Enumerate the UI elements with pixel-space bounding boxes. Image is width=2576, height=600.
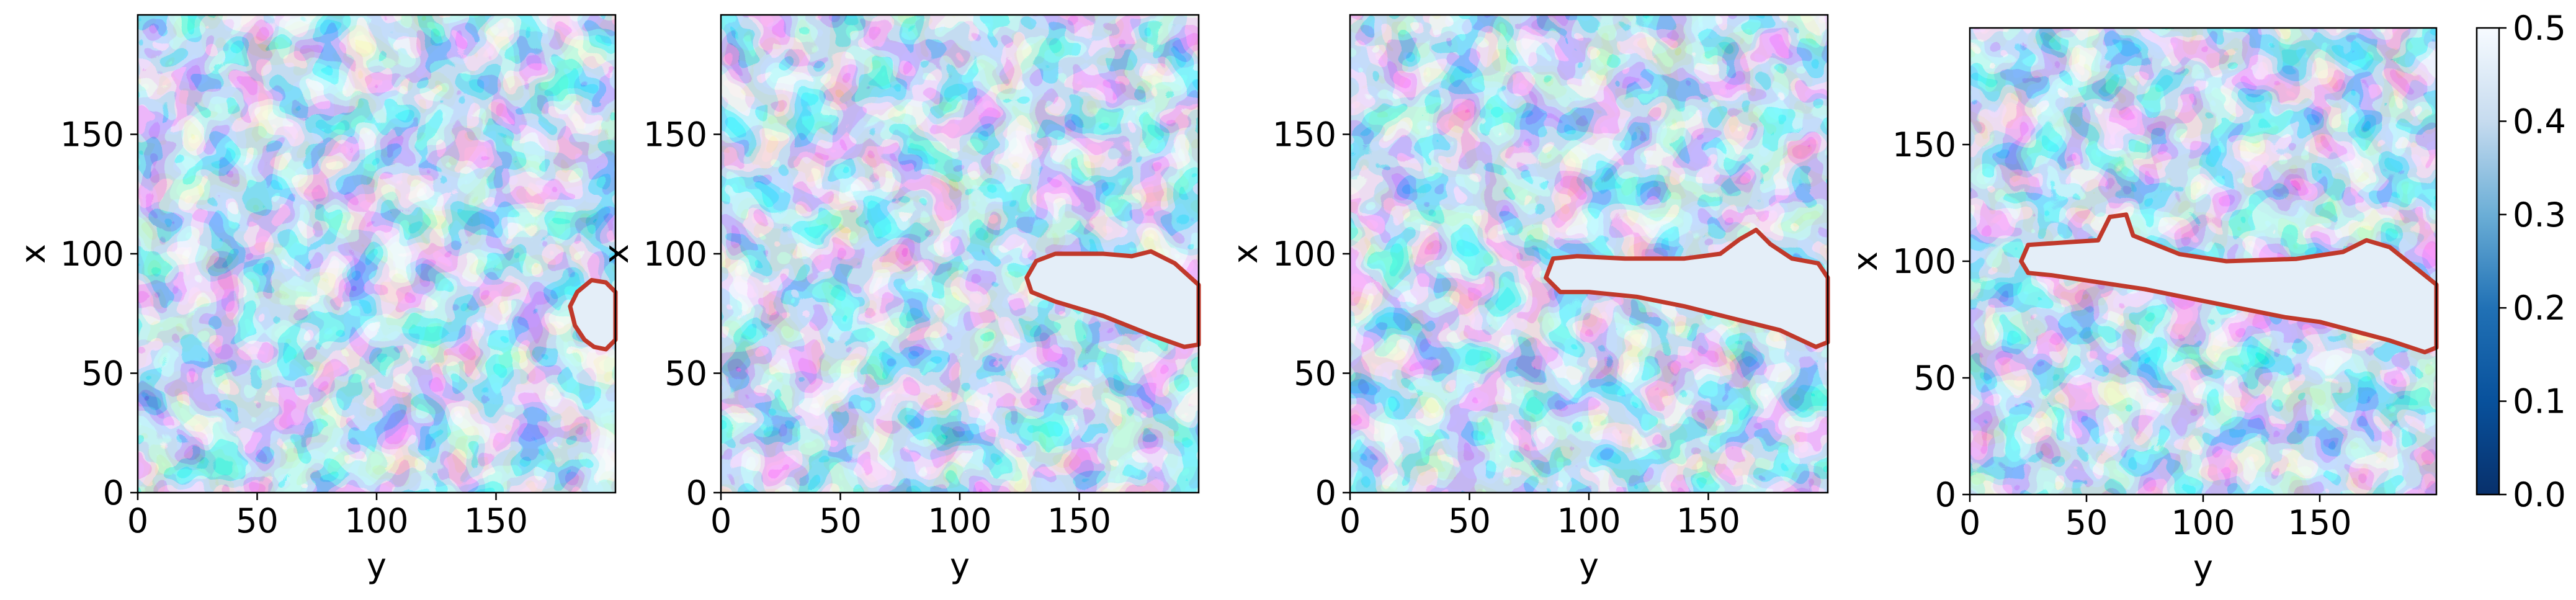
colorbar-tick-label: 0.3 xyxy=(2513,195,2566,235)
y-axis-label: x xyxy=(14,244,53,264)
y-axis-label: x xyxy=(597,244,636,264)
x-tick-label: 50 xyxy=(819,501,862,540)
x-tick-label: 0 xyxy=(1959,503,1980,542)
region-contour xyxy=(1544,228,1830,349)
colorbar-frame xyxy=(2475,27,2500,496)
y-tick-label: 100 xyxy=(60,235,124,274)
x-tick-label: 100 xyxy=(2171,503,2235,542)
panel-3: 0 50 100 150 0 50 100 150 y x xyxy=(1226,14,1830,585)
y-tick-label: 150 xyxy=(1892,125,1956,164)
y-axis-label: x xyxy=(1846,251,1885,271)
panel-2: 0 50 100 150 0 50 100 150 y x xyxy=(597,14,1201,585)
colorbar-tick-label: 0.5 xyxy=(2513,9,2566,48)
y-axis-label: x xyxy=(1226,244,1265,264)
x-axis-label: y xyxy=(367,546,387,585)
y-tick-label: 150 xyxy=(1272,115,1336,154)
colorbar-tick-label: 0.1 xyxy=(2513,382,2566,421)
y-tick-label: 50 xyxy=(1913,359,1956,398)
y-tick-label: 0 xyxy=(103,473,124,513)
colorbar: 0.0 0.1 0.2 0.3 0.4 0.5 xyxy=(2475,9,2566,514)
y-tick-label: 150 xyxy=(643,115,707,154)
x-tick-label: 50 xyxy=(1448,501,1491,540)
x-axis-label: y xyxy=(1579,546,1599,585)
region-contour xyxy=(568,277,618,352)
x-tick-label: 150 xyxy=(464,501,528,540)
y-tick-label: 100 xyxy=(643,235,707,274)
y-tick-label: 0 xyxy=(1935,475,1956,514)
x-tick-label: 100 xyxy=(928,501,991,540)
y-tick-label: 100 xyxy=(1272,235,1336,274)
x-tick-label: 100 xyxy=(344,501,408,540)
x-tick-label: 150 xyxy=(2288,503,2351,542)
panel-1: 0 50 100 150 0 50 100 150 y x xyxy=(14,14,618,585)
colorbar-tick-label: 0.2 xyxy=(2513,289,2566,328)
heatmap-field xyxy=(138,15,615,493)
x-axis-label: y xyxy=(950,546,970,585)
y-tick-label: 100 xyxy=(1892,242,1956,281)
colorbar-tick-label: 0.4 xyxy=(2513,102,2566,141)
x-tick-label: 50 xyxy=(236,501,279,540)
x-axis-label: y xyxy=(2193,548,2213,587)
colorbar-gradient xyxy=(2477,28,2499,495)
y-tick-label: 150 xyxy=(60,115,124,154)
colorbar-tick-label: 0.0 xyxy=(2513,475,2566,514)
x-tick-label: 0 xyxy=(127,501,148,540)
region-contour xyxy=(2019,212,2439,355)
x-tick-label: 0 xyxy=(1339,501,1361,540)
region-fill xyxy=(2021,214,2436,352)
x-tick-label: 50 xyxy=(2065,503,2108,542)
region-fill xyxy=(1026,251,1199,347)
x-tick-label: 150 xyxy=(1676,501,1740,540)
y-tick-label: 50 xyxy=(81,354,124,393)
x-tick-label: 0 xyxy=(710,501,731,540)
x-tick-label: 150 xyxy=(1047,501,1111,540)
x-tick-label: 100 xyxy=(1557,501,1621,540)
y-tick-label: 0 xyxy=(686,473,707,513)
y-tick-label: 50 xyxy=(664,354,707,393)
panel-4: 0 50 100 150 0 50 100 150 y x xyxy=(1846,27,2439,587)
y-tick-label: 0 xyxy=(1315,473,1336,513)
y-tick-label: 50 xyxy=(1294,354,1336,393)
